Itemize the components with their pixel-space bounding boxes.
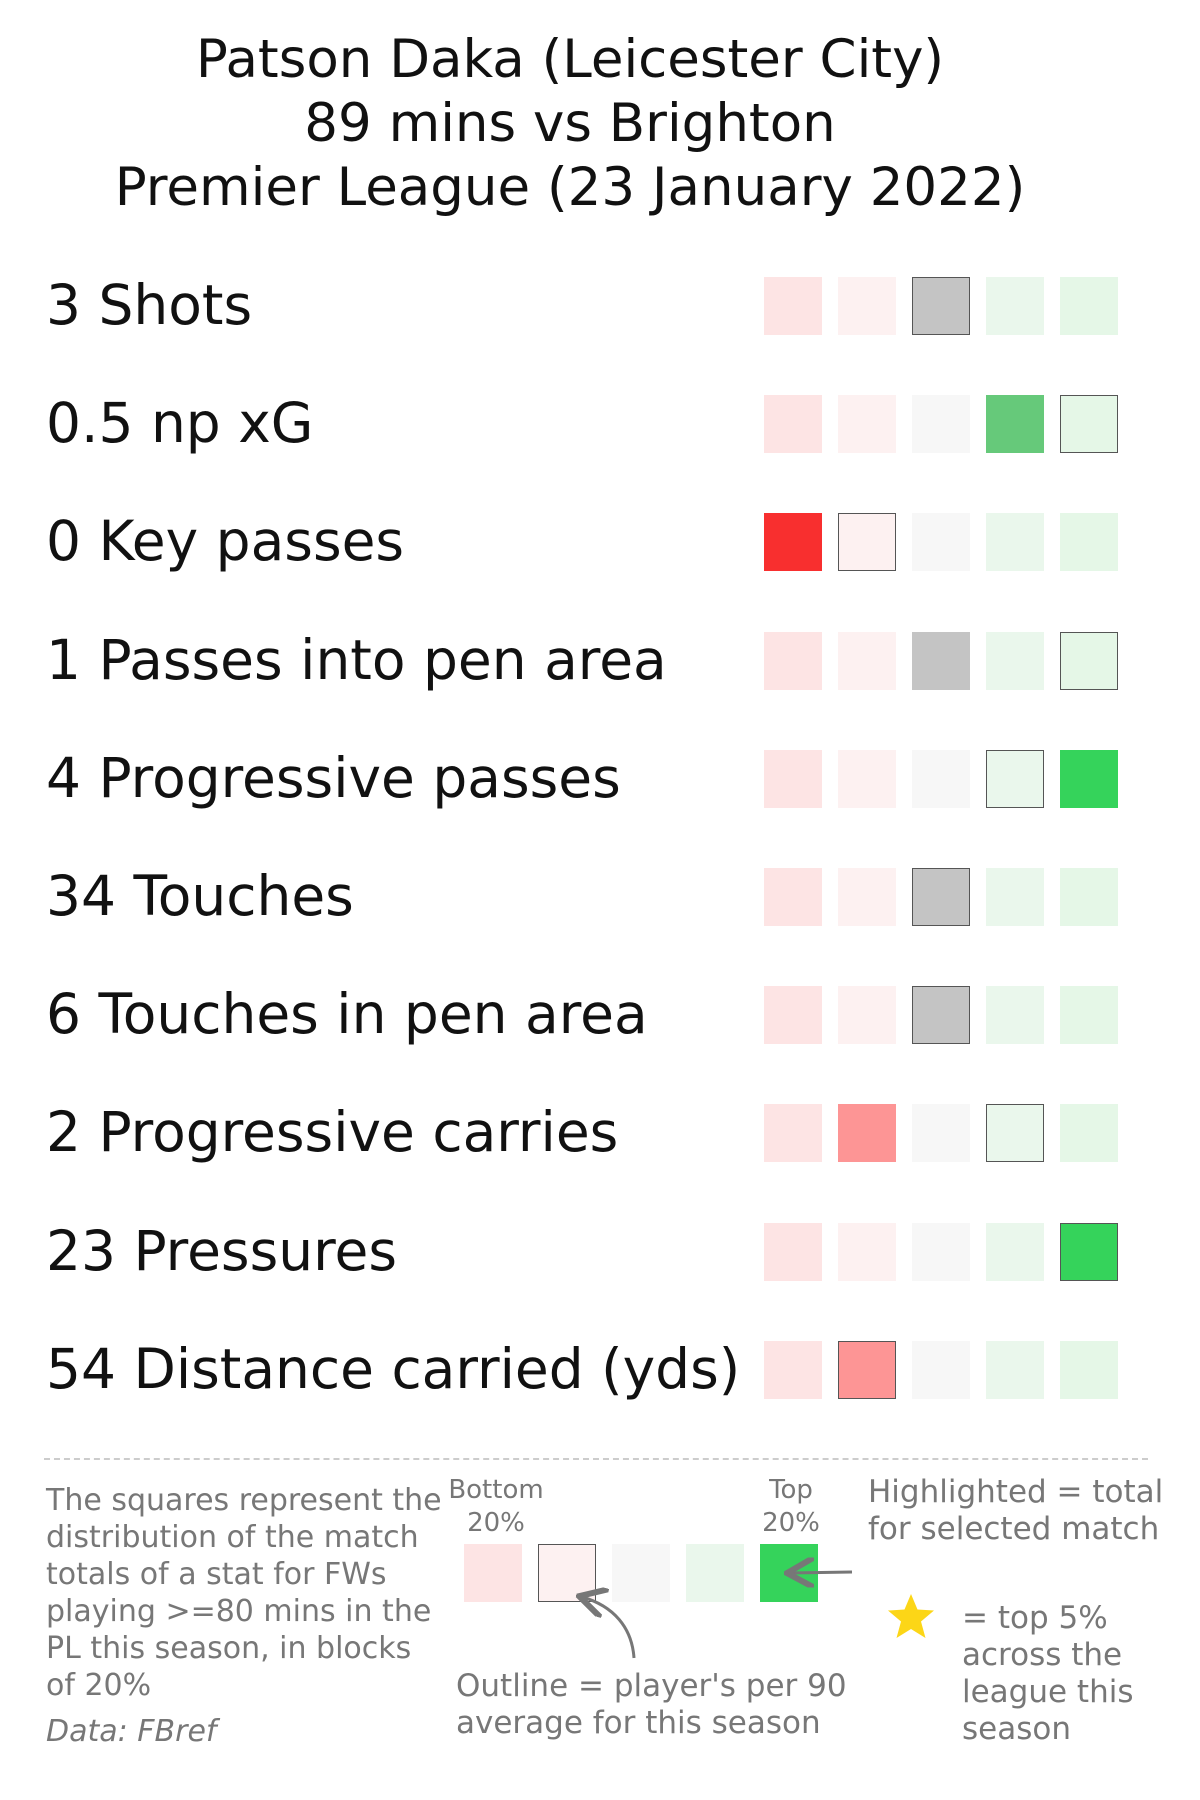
stat-label: 2 Progressive carries bbox=[46, 1100, 619, 1165]
block-square bbox=[838, 395, 896, 454]
block-square bbox=[912, 1104, 970, 1163]
legend-top-label: Top 20% bbox=[746, 1474, 836, 1540]
block-square bbox=[986, 277, 1044, 335]
block-square bbox=[764, 277, 822, 335]
stat-label: 23 Pressures bbox=[46, 1218, 397, 1283]
block-square bbox=[1060, 1340, 1118, 1399]
stat-row: 2 Progressive carries bbox=[0, 1075, 1200, 1193]
highlighted-square bbox=[838, 1340, 896, 1399]
block-square bbox=[912, 1222, 970, 1281]
legend-bottom-label-word: Bottom bbox=[448, 1475, 544, 1505]
outlined-square bbox=[1060, 631, 1118, 690]
block-square bbox=[1060, 1104, 1118, 1163]
highlighted-square bbox=[912, 631, 970, 690]
highlighted-square bbox=[912, 868, 970, 926]
stat-label: 4 Progressive passes bbox=[46, 745, 621, 810]
block-square bbox=[838, 868, 896, 926]
block-square bbox=[912, 1340, 970, 1399]
block-square bbox=[986, 986, 1044, 1045]
outlined-square bbox=[986, 749, 1044, 808]
block-square bbox=[764, 1104, 822, 1163]
block-square bbox=[986, 1222, 1044, 1281]
block-square bbox=[1060, 277, 1118, 335]
block-square bbox=[986, 631, 1044, 690]
data-source: Data: FBref bbox=[46, 1714, 217, 1749]
stat-row: 34 Touches bbox=[0, 839, 1200, 957]
block-square bbox=[764, 395, 822, 454]
legend-description: The squares represent the distribution o… bbox=[46, 1483, 442, 1703]
stat-row: 0 Key passes bbox=[0, 484, 1200, 602]
legend-divider bbox=[44, 1458, 1148, 1460]
highlight-arrow bbox=[790, 1572, 853, 1573]
legend-highlight-note: Highlighted = total for selected match bbox=[868, 1474, 1164, 1547]
outlined-square bbox=[838, 513, 896, 572]
highlighted-square bbox=[764, 513, 822, 572]
block-square bbox=[838, 986, 896, 1045]
block-square bbox=[986, 513, 1044, 572]
block-square bbox=[912, 749, 970, 808]
outlined-square bbox=[1060, 395, 1118, 454]
stat-row: 23 Pressures bbox=[0, 1194, 1200, 1312]
stat-rows: 3 Shots 0.5 np xG 0 Key passes 1 Passes int… bbox=[0, 248, 1200, 1401]
block-square bbox=[764, 749, 822, 808]
block-square bbox=[838, 749, 896, 808]
stat-label: 3 Shots bbox=[46, 273, 253, 337]
title-line-player: Patson Daka (Leicester City) bbox=[195, 29, 945, 90]
stat-label: 1 Passes into pen area bbox=[46, 627, 667, 692]
block-square bbox=[986, 868, 1044, 926]
stat-row: 6 Touches in pen area bbox=[0, 957, 1200, 1075]
highlighted-square bbox=[912, 986, 970, 1045]
stat-row: 4 Progressive passes bbox=[0, 721, 1200, 839]
legend-bottom-label: Bottom 20% bbox=[436, 1474, 556, 1540]
star-icon bbox=[888, 1594, 934, 1638]
block-square bbox=[912, 513, 970, 572]
stat-row: 0.5 np xG bbox=[0, 366, 1200, 484]
title-line-match: 89 mins vs Brighton bbox=[304, 93, 836, 154]
stat-label: 0 Key passes bbox=[46, 509, 405, 574]
block-square bbox=[1060, 986, 1118, 1045]
highlighted-square bbox=[986, 395, 1044, 454]
block-square bbox=[838, 631, 896, 690]
legend-star-note: = top 5% across the league this season bbox=[962, 1600, 1134, 1747]
block-square bbox=[1060, 868, 1118, 926]
legend-outline-note: Outline = player's per 90 average for th… bbox=[456, 1668, 847, 1741]
highlighted-square bbox=[912, 277, 970, 335]
block-square bbox=[764, 631, 822, 690]
title-line-competition: Premier League (23 January 2022) bbox=[114, 157, 1026, 218]
outlined-square bbox=[986, 1104, 1044, 1163]
stat-row: 3 Shots bbox=[0, 248, 1200, 366]
legend-bottom-label-pct: 20% bbox=[467, 1508, 525, 1538]
block-square bbox=[986, 1340, 1044, 1399]
chart-title: Patson Daka (Leicester City) 89 mins vs … bbox=[0, 28, 1140, 220]
legend-top-label-word: Top bbox=[769, 1475, 813, 1505]
outline-arrow bbox=[582, 1597, 636, 1659]
stat-label: 0.5 np xG bbox=[46, 391, 314, 456]
block-square bbox=[912, 395, 970, 454]
highlighted-square bbox=[838, 1104, 896, 1163]
block-square bbox=[1060, 513, 1118, 572]
stat-label: 54 Distance carried (yds) bbox=[46, 1336, 741, 1401]
stat-label: 6 Touches in pen area bbox=[46, 982, 648, 1047]
stat-row: 54 Distance carried (yds) bbox=[0, 1312, 1200, 1430]
block-square bbox=[764, 1340, 822, 1399]
block-square bbox=[838, 1222, 896, 1281]
block-square bbox=[764, 868, 822, 926]
block-square bbox=[764, 1222, 822, 1281]
highlighted-square bbox=[1060, 1222, 1118, 1281]
legend-top-label-pct: 20% bbox=[762, 1508, 820, 1538]
stat-row: 1 Passes into pen area bbox=[0, 603, 1200, 721]
stat-label: 34 Touches bbox=[46, 864, 354, 928]
block-square bbox=[838, 277, 896, 335]
block-square bbox=[764, 986, 822, 1045]
highlighted-square bbox=[1060, 749, 1118, 808]
